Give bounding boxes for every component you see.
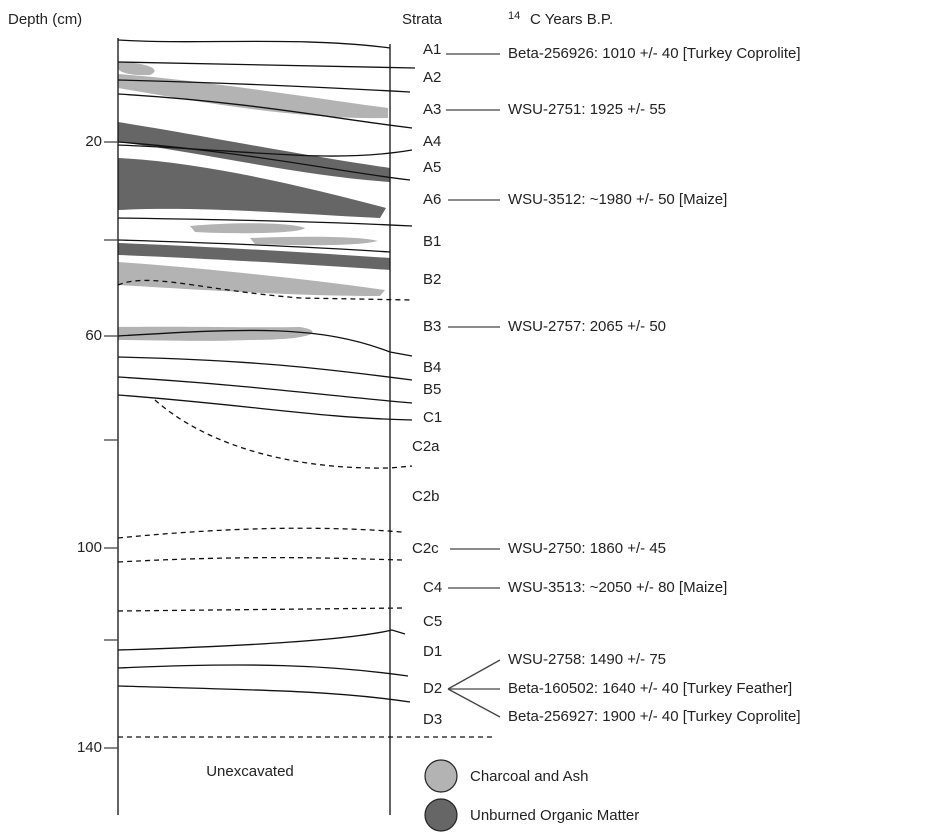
legend-label: Charcoal and Ash (470, 768, 588, 785)
stratum-label: C1 (423, 409, 442, 426)
unexcavated-label: Unexcavated (206, 763, 294, 780)
deposits (118, 62, 390, 341)
date-label: WSU-2751: 1925 +/- 55 (508, 101, 666, 118)
stratum-label: A3 (423, 101, 441, 118)
date-label: WSU-2758: 1490 +/- 75 (508, 651, 666, 668)
date-label: WSU-3512: ~1980 +/- 50 [Maize] (508, 191, 727, 208)
stratum-label: A4 (423, 133, 441, 150)
dates-label: C Years B.P. (530, 11, 613, 28)
stratum-label: C4 (423, 579, 442, 596)
stratum-label: C5 (423, 613, 442, 630)
stratum-label: B1 (423, 233, 441, 250)
stratum-label: B2 (423, 271, 441, 288)
stratum-label: A2 (423, 69, 441, 86)
depth-label-value: 140 (77, 739, 102, 756)
date-label: WSU-2757: 2065 +/- 50 (508, 318, 666, 335)
depth-label: Depth (cm) (8, 11, 82, 28)
depth-label-value: 100 (77, 539, 102, 556)
stratum-label: C2b (412, 488, 440, 505)
legend-label: Unburned Organic Matter (470, 807, 639, 824)
stratum-label: B5 (423, 381, 441, 398)
strata-boundaries (118, 38, 495, 815)
legend-swatch (425, 799, 457, 831)
depth-ticks (104, 142, 118, 748)
stratum-label: C2a (412, 438, 440, 455)
depth-label-value: 20 (85, 133, 102, 150)
stratum-label: D2 (423, 680, 442, 697)
date-connectors (446, 54, 500, 717)
page: {"header": {"depth_label": "Depth (cm)",… (0, 0, 928, 838)
stratum-label: B3 (423, 318, 441, 335)
date-label: Beta-256926: 1010 +/- 40 [Turkey Coproli… (508, 45, 801, 62)
strata-label: Strata (402, 11, 443, 28)
stratum-label: A1 (423, 41, 441, 58)
date-label: Beta-160502: 1640 +/- 40 [Turkey Feather… (508, 680, 792, 697)
depth-label-value: 60 (85, 327, 102, 344)
date-label: Beta-256927: 1900 +/- 40 [Turkey Coproli… (508, 708, 801, 725)
date-label: WSU-2750: 1860 +/- 45 (508, 540, 666, 557)
stratum-label: C2c (412, 540, 439, 557)
legend-swatch (425, 760, 457, 792)
stratum-label: A5 (423, 159, 441, 176)
strata-diagram: Depth (cm) Strata 14 C Years B.P. (0, 0, 928, 838)
stratum-label: D1 (423, 643, 442, 660)
dates-label-superscript: 14 (508, 10, 520, 22)
date-label: WSU-3513: ~2050 +/- 80 [Maize] (508, 579, 727, 596)
stratum-label: D3 (423, 711, 442, 728)
stratum-label: B4 (423, 359, 441, 376)
stratum-label: A6 (423, 191, 441, 208)
